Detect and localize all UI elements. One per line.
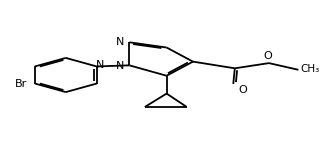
Text: N: N	[116, 37, 125, 46]
Text: CH₃: CH₃	[300, 64, 319, 74]
Text: O: O	[238, 85, 247, 95]
Text: N: N	[116, 61, 125, 71]
Text: N: N	[96, 60, 105, 70]
Text: Br: Br	[15, 79, 27, 88]
Text: O: O	[263, 51, 272, 61]
